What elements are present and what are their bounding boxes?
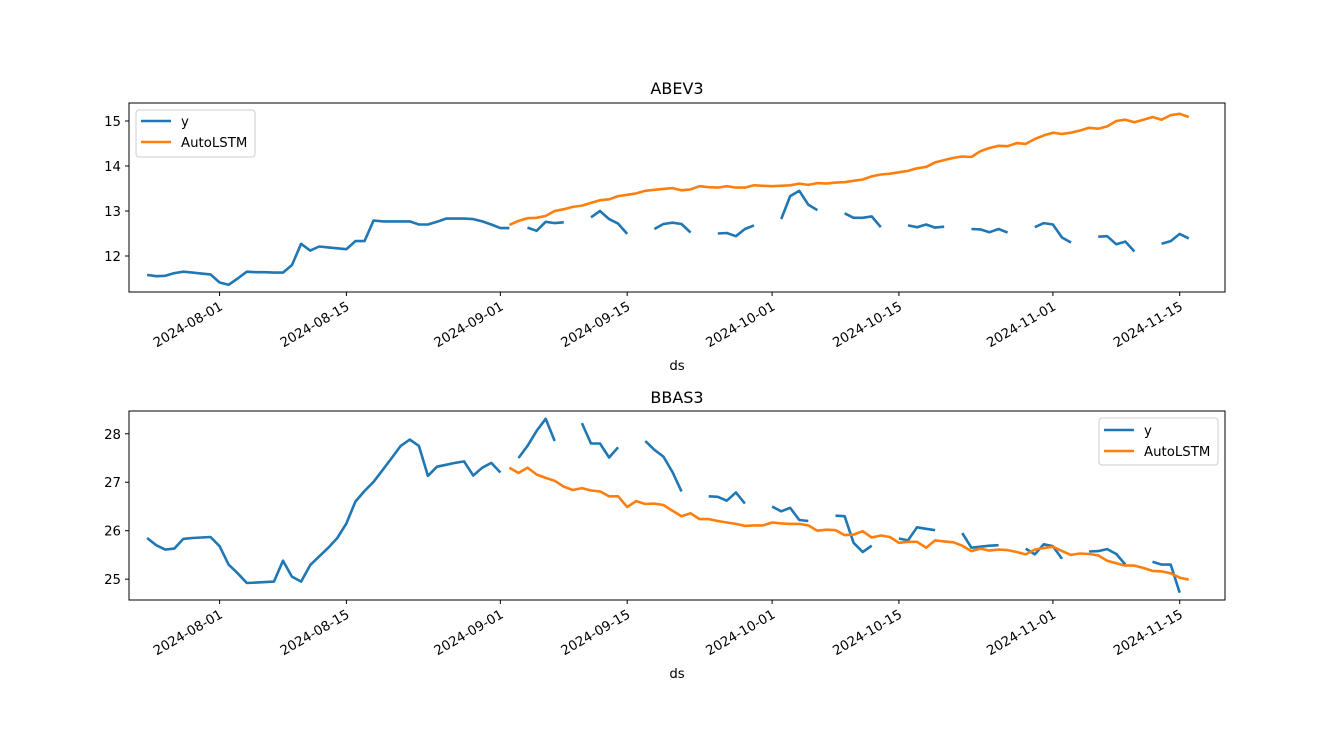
y-tick-label: 12 (104, 250, 121, 265)
series-line-y (146, 417, 1181, 594)
y-tick-label: 25 (104, 573, 121, 588)
subplot-title: ABEV3 (650, 79, 703, 98)
legend-label-autolstm: AutoLSTM (181, 136, 247, 151)
x-axis-label: ds (669, 359, 684, 374)
subplot-title: BBAS3 (650, 388, 703, 407)
series-line-y (146, 189, 1190, 287)
legend-label-y: y (181, 115, 189, 130)
plot-frame (128, 410, 1226, 601)
y-tick-label: 26 (104, 525, 121, 540)
y-tick-label: 13 (104, 205, 121, 220)
legend: y AutoLSTM (1098, 417, 1219, 466)
y-tick-label: 28 (104, 428, 121, 443)
series-lines (146, 112, 1190, 287)
series-line-autolstm (508, 466, 1190, 581)
y-tick-label: 14 (104, 160, 121, 175)
y-tick-label: 27 (104, 476, 121, 491)
legend-label-y: y (1144, 424, 1152, 439)
x-axis-label: ds (669, 667, 684, 682)
legend: y AutoLSTM (135, 109, 256, 158)
series-lines (146, 417, 1190, 594)
legend-label-autolstm: AutoLSTM (1144, 445, 1210, 460)
plot-frame (128, 102, 1226, 293)
series-line-autolstm (508, 112, 1190, 227)
y-tick-label: 15 (104, 115, 121, 130)
